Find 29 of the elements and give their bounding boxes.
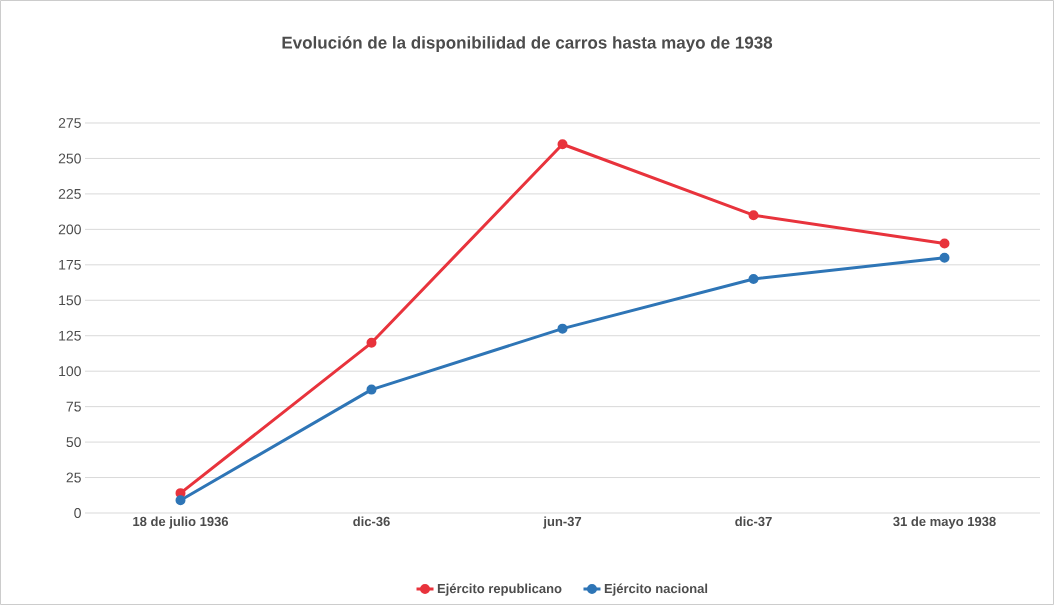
y-tick-label: 125 — [59, 330, 81, 341]
point — [557, 323, 568, 334]
x-tick-label: dic-36 — [353, 516, 390, 527]
y-tick-label: 150 — [59, 295, 81, 306]
point — [557, 139, 568, 150]
x-tick-label: 18 de julio 1936 — [133, 516, 229, 529]
y-tick-label: 100 — [59, 366, 81, 377]
point — [748, 274, 759, 284]
y-tick-label: 200 — [58, 224, 81, 235]
y-tick-label: 225 — [58, 188, 81, 199]
chart-title: Evolución de la disponibilidad de carros hasta mayo de 1938 — [282, 35, 773, 52]
y-tick-label: 75 — [66, 401, 81, 412]
y-tick-label: 250 — [58, 153, 81, 164]
point — [939, 238, 950, 249]
legend-label: Ejército nacional — [604, 583, 708, 596]
x-tick-label: 31 de mayo 1938 — [893, 516, 996, 529]
point — [366, 337, 377, 348]
point — [748, 210, 759, 221]
point — [939, 252, 950, 263]
x-tick-label: dic-37 — [735, 516, 772, 527]
y-tick-label: 0 — [74, 508, 81, 518]
x-tick-label: jun-37 — [543, 516, 582, 529]
legend-label: Ejército republicano — [437, 583, 562, 596]
y-tick-label: 275 — [58, 118, 81, 128]
y-tick-label: 25 — [66, 472, 81, 483]
point — [366, 384, 377, 395]
y-tick-label: 175 — [59, 259, 81, 270]
y-tick-label: 50 — [66, 437, 81, 448]
point — [175, 495, 186, 506]
